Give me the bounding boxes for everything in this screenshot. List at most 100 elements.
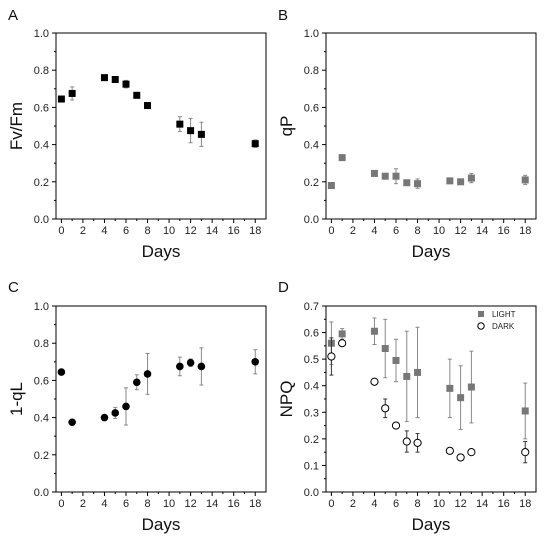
data-point: [445, 446, 454, 455]
panel-label: A: [8, 7, 18, 24]
y-tick-label: 0.4: [304, 140, 319, 152]
y-axis-label: qP: [277, 116, 296, 137]
data-point: [446, 384, 454, 392]
y-tick-label: 0.0: [304, 487, 319, 499]
series-0: [57, 347, 260, 427]
data-point: [57, 368, 66, 376]
x-tick-label: 0: [58, 225, 64, 237]
data-point: [521, 448, 530, 457]
series-light: [327, 317, 529, 440]
data-point: [197, 362, 206, 371]
x-tick-label: 6: [393, 225, 399, 237]
panel-label: C: [8, 279, 19, 296]
y-tick-label: 0.8: [34, 65, 49, 77]
y-tick-label: 0.2: [304, 177, 319, 189]
x-tick-label: 10: [433, 225, 445, 237]
x-tick-label: 16: [228, 225, 240, 237]
plot-frame: [55, 305, 267, 493]
data-point: [132, 378, 141, 387]
x-tick-label: 2: [350, 225, 356, 237]
data-point: [392, 356, 400, 364]
x-tick-label: 10: [163, 498, 175, 510]
data-point: [111, 409, 120, 417]
data-point: [414, 368, 422, 376]
data-point: [57, 95, 65, 103]
x-tick-label: 14: [476, 498, 488, 510]
data-point: [391, 421, 401, 430]
x-tick-label: 6: [393, 498, 399, 510]
x-tick-label: 6: [123, 498, 129, 510]
x-tick-label: 16: [498, 498, 510, 510]
x-tick-label: 14: [206, 498, 218, 510]
data-point: [100, 74, 108, 82]
data-point: [403, 372, 411, 380]
y-tick-label: 0.6: [34, 375, 49, 387]
series-0: [57, 74, 259, 148]
x-tick-label: 10: [163, 225, 175, 237]
data-point: [176, 120, 184, 128]
data-point: [187, 127, 195, 135]
x-axis-label: Days: [142, 242, 181, 261]
panel-label: B: [278, 7, 288, 24]
y-tick-label: 0.4: [34, 413, 49, 425]
data-point: [467, 174, 475, 182]
data-point: [467, 448, 476, 457]
x-axis-label: Days: [412, 242, 451, 261]
data-point: [176, 362, 184, 371]
legend-label: DARK: [492, 322, 515, 331]
data-point: [68, 418, 76, 427]
data-point: [467, 383, 475, 391]
panel-c: C 0 2 4 6 8 10 12 14 16 18 0.0 0.2 0.4 0.6 0.8 1.0 Days 1-…: [7, 279, 267, 534]
y-tick-label: 0.0: [34, 214, 49, 226]
x-tick-label: 12: [184, 498, 196, 510]
y-tick-label: 1.0: [304, 28, 319, 40]
x-tick-label: 16: [228, 498, 240, 510]
y-tick-label: 0.6: [34, 102, 49, 114]
data-point: [456, 453, 465, 462]
data-point: [186, 358, 195, 367]
y-tick-label: 0.6: [304, 102, 319, 114]
data-point: [143, 370, 152, 378]
x-tick-label: 6: [123, 225, 129, 237]
panel-d: D 0 2 4 6 8 10 12 14 16 18 0.0 0.1 0.2 0.3 0.4 0.5 0.6 0.7…: [277, 279, 537, 534]
y-tick-label: 0.4: [304, 381, 319, 393]
y-axis-label: Fv/Fm: [7, 102, 26, 150]
y-axis-label: 1-qL: [7, 382, 26, 416]
x-tick-label: 12: [454, 225, 466, 237]
y-tick-label: 0.1: [304, 460, 319, 472]
data-point: [111, 76, 119, 83]
y-tick-label: 0.6: [304, 328, 319, 340]
y-tick-label: 0.4: [34, 140, 49, 152]
x-tick-label: 0: [58, 498, 64, 510]
y-tick-label: 0.2: [34, 177, 49, 189]
data-point: [68, 89, 76, 97]
x-tick-label: 2: [80, 498, 86, 510]
x-tick-label: 4: [101, 498, 107, 510]
x-tick-label: 8: [414, 225, 420, 237]
y-tick-label: 1.0: [34, 28, 49, 40]
legend-marker: [477, 322, 485, 330]
data-point: [446, 177, 454, 185]
x-tick-label: 16: [498, 225, 510, 237]
x-tick-label: 4: [371, 498, 377, 510]
x-tick-label: 2: [350, 498, 356, 510]
plot-frame: [325, 305, 537, 493]
data-point: [338, 154, 346, 162]
x-axis-label: Days: [142, 515, 181, 534]
data-point: [370, 377, 379, 386]
x-tick-label: 8: [144, 498, 150, 510]
x-tick-label: 12: [184, 225, 196, 237]
y-tick-label: 0.0: [304, 214, 319, 226]
x-tick-label: 8: [414, 498, 420, 510]
panel-b: B 0 2 4 6 8 10 12 14 16 18 0.0 0.2 0.4 0.6 0.8 1.0 Days qP: [277, 7, 537, 261]
data-point: [370, 169, 378, 177]
data-point: [381, 172, 389, 180]
data-point: [251, 140, 259, 148]
data-point: [251, 358, 260, 366]
y-tick-label: 0.3: [304, 407, 319, 419]
panel-a: A 0 2 4 6 8 10 12 14 16 18 0.0 0.2 0.4 0.6 0.8 1.0 Days Fv…: [7, 7, 267, 261]
x-tick-label: 14: [206, 225, 218, 237]
plot-frame: [55, 32, 267, 220]
x-tick-label: 14: [476, 225, 488, 237]
x-tick-label: 12: [454, 498, 466, 510]
